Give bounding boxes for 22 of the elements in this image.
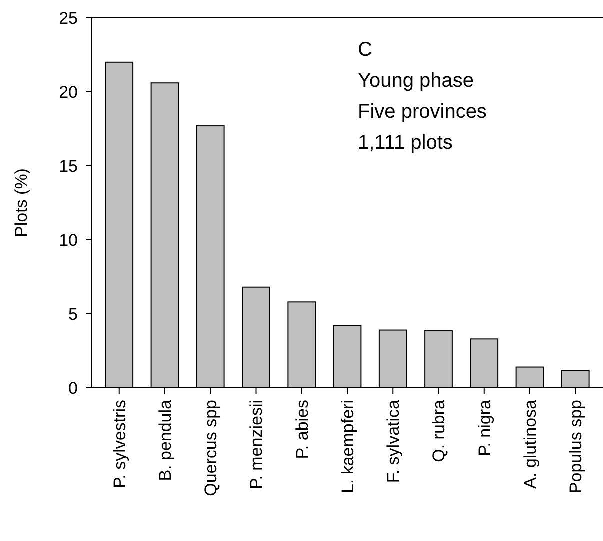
annotation: C <box>358 39 372 61</box>
x-tick-label: P. abies <box>292 400 312 460</box>
y-tick-label: 20 <box>59 82 78 102</box>
x-tick-label: B. pendula <box>156 399 175 482</box>
y-tick-label: 10 <box>59 230 78 250</box>
y-axis-title: Plots (%) <box>12 168 31 238</box>
x-tick-label: L. kaempferi <box>338 400 358 494</box>
y-tick-label: 5 <box>68 304 78 324</box>
y-tick-label: 25 <box>59 8 78 28</box>
x-tick-label: Quercus spp <box>202 400 221 496</box>
x-tick-label: A. glutinosa <box>520 399 540 489</box>
x-tick-label: F. sylvatica <box>384 399 404 484</box>
x-tick-label: P. menziesii <box>247 400 266 490</box>
x-tick-label: P. sylvestris <box>110 400 130 488</box>
annotation: 1,111 plots <box>358 132 453 154</box>
annotation: Five provinces <box>358 101 487 123</box>
x-tick-label: Populus spp <box>566 400 586 494</box>
y-tick-label: 15 <box>59 156 78 176</box>
x-tick-label: P. nigra <box>475 399 494 456</box>
x-tick-label: Q. rubra <box>430 399 449 462</box>
annotation: Young phase <box>358 70 474 92</box>
y-tick-label: 0 <box>68 378 78 398</box>
